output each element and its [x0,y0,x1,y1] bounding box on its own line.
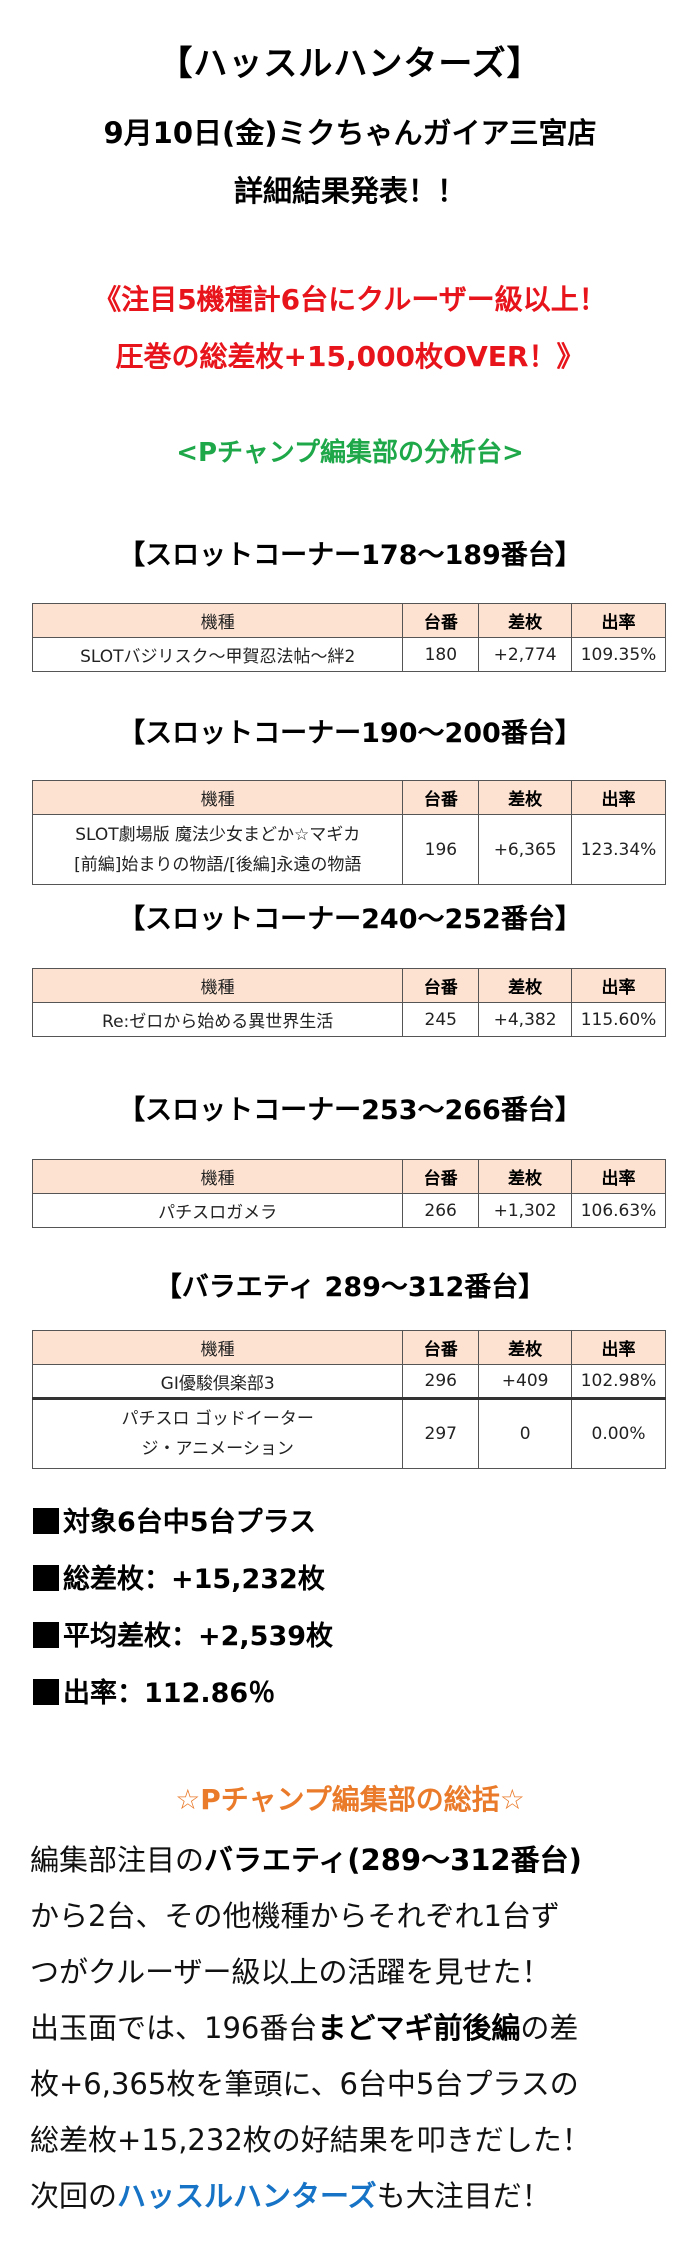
machine-name: パチスロ ゴッドイーター ジ・アニメーション [31,1397,404,1469]
col-header-rate: 出率 [571,780,666,815]
machine-number: 180 [402,637,480,672]
machine-name: SLOT劇場版 魔法少女まどか☆マギカ [前編]始まりの物語/[後編]永遠の物語 [31,814,404,885]
summary-plus-count: 対象6台中5台プラス [33,1500,316,1539]
table-row: SLOT劇場版 魔法少女まどか☆マギカ [前編]始まりの物語/[後編]永遠の物語… [31,814,666,885]
machine-name-line-1: パチスロ ゴッドイーター [121,1409,314,1429]
payout-rate: 106.63% [571,1193,666,1228]
coin-diff: +1,302 [478,1193,573,1228]
table-row: SLOTバジリスク〜甲賀忍法帖〜絆2 180 +2,774 109.35% [31,637,666,672]
table-header-row: 機種 台番 差枚 出率 [31,1159,666,1194]
highlight-line-1: 《注目5機種計6台にクルーザー級以上！ [93,283,607,316]
section-heading-190-200: 【スロットコーナー190〜200番台】 [118,718,582,749]
col-header-rate: 出率 [571,1159,666,1194]
col-header-rate: 出率 [571,968,666,1003]
payout-rate: 115.60% [571,1002,666,1037]
payout-rate: 123.34% [571,814,666,885]
machine-name-line-2: [前編]始まりの物語/[後編]永遠の物語 [74,854,362,875]
square-bullet-icon [33,1622,59,1648]
col-header-rate: 出率 [571,603,666,638]
event-subtitle: 9月10日(金)ミクちゃんガイア三宮店 [103,116,597,150]
coin-diff: 0 [478,1397,573,1469]
paragraph-line: 編集部注目のバラエティ(289〜312番台) [30,1843,582,1877]
table-row: パチスロ ゴッドイーター ジ・アニメーション 297 0 0.00% [31,1397,666,1469]
table-row: Re:ゼロから始める異世界生活 245 +4,382 115.60% [31,1002,666,1037]
table-header-row: 機種 台番 差枚 出率 [31,1330,666,1365]
page-title: 【ハッスルハンターズ】 [158,44,542,84]
summary-average-diff: 平均差枚：+2,539枚 [33,1614,333,1653]
table-header-row: 機種 台番 差枚 出率 [31,968,666,1003]
results-table-178-189: 機種 台番 差枚 出率 SLOTバジリスク〜甲賀忍法帖〜絆2 180 +2,77… [31,603,666,672]
machine-name: GI優駿倶楽部3 [31,1364,404,1399]
machine-number: 296 [402,1364,480,1399]
square-bullet-icon [33,1508,59,1534]
results-table-240-252: 機種 台番 差枚 出率 Re:ゼロから始める異世界生活 245 +4,382 1… [31,968,666,1037]
paragraph-line: つがクルーザー級以上の活躍を見せた！ [30,1955,551,1989]
col-header-number: 台番 [402,1159,480,1194]
highlight-line-2: 圧巻の総差枚+15,000枚OVER！》 [115,340,585,373]
wrap-up-paragraph: 編集部注目のバラエティ(289〜312番台) から2台、その他機種からそれぞれ1… [30,1832,680,2224]
table-header-row: 機種 台番 差枚 出率 [31,603,666,638]
section-heading-253-266: 【スロットコーナー253〜266番台】 [118,1095,582,1126]
paragraph-line: から2台、その他機種からそれぞれ1台ず [30,1899,560,1933]
machine-number: 266 [402,1193,480,1228]
col-header-diff: 差枚 [478,603,573,638]
payout-rate: 102.98% [571,1364,666,1399]
results-table-190-200: 機種 台番 差枚 出率 SLOT劇場版 魔法少女まどか☆マギカ [前編]始まりの… [31,780,666,885]
results-table-253-266: 機種 台番 差枚 出率 パチスロガメラ 266 +1,302 106.63% [31,1159,666,1228]
section-heading-variety-289-312: 【バラエティ 289〜312番台】 [154,1272,546,1303]
summary-payout-rate: 出率：112.86％ [33,1671,275,1710]
square-bullet-icon [33,1565,59,1591]
results-table-variety-289-312: 機種 台番 差枚 出率 GI優駿倶楽部3 296 +409 102.98% パチ… [31,1330,666,1469]
col-header-machine: 機種 [31,780,404,815]
col-header-diff: 差枚 [478,780,573,815]
machine-name: SLOTバジリスク〜甲賀忍法帖〜絆2 [31,637,404,672]
coin-diff: +4,382 [478,1002,573,1037]
table-row: パチスロガメラ 266 +1,302 106.63% [31,1193,666,1228]
col-header-rate: 出率 [571,1330,666,1365]
machine-number: 245 [402,1002,480,1037]
paragraph-line: 枚+6,365枚を筆頭に、6台中5台プラスの [30,2067,579,2101]
col-header-diff: 差枚 [478,968,573,1003]
col-header-number: 台番 [402,1330,480,1365]
paragraph-line: 総差枚+15,232枚の好結果を叩きだした！ [30,2123,591,2157]
table-header-row: 機種 台番 差枚 出率 [31,780,666,815]
coin-diff: +2,774 [478,637,573,672]
col-header-machine: 機種 [31,1330,404,1365]
coin-diff: +6,365 [478,814,573,885]
section-heading-240-252: 【スロットコーナー240〜252番台】 [118,904,582,935]
paragraph-line: 次回のハッスルハンターズも大注目だ！ [30,2179,551,2213]
variety-highlight: バラエティ(289〜312番台) [204,1843,582,1877]
wrap-up-heading: ☆Pチャンプ編集部の総括☆ [175,1783,525,1816]
machine-name: パチスロガメラ [31,1193,404,1228]
col-header-machine: 機種 [31,603,404,638]
event-name-highlight: ハッスルハンターズ [117,2179,377,2213]
machine-name-line-2: ジ・アニメーション [141,1439,294,1459]
payout-rate: 109.35% [571,637,666,672]
machine-number: 196 [402,814,480,885]
square-bullet-icon [33,1679,59,1705]
col-header-number: 台番 [402,968,480,1003]
section-heading-178-189: 【スロットコーナー178〜189番台】 [118,540,582,571]
col-header-diff: 差枚 [478,1159,573,1194]
machine-name-line-1: SLOT劇場版 魔法少女まどか☆マギカ [75,824,361,845]
payout-rate: 0.00% [571,1397,666,1469]
analysis-label: <Pチャンプ編集部の分析台> [176,438,524,468]
machine-number: 297 [402,1397,480,1469]
table-row: GI優駿倶楽部3 296 +409 102.98% [31,1364,666,1399]
summary-total-diff: 総差枚：+15,232枚 [33,1557,325,1596]
machine-name: Re:ゼロから始める異世界生活 [31,1002,404,1037]
announcement-text: 詳細結果発表！！ [233,174,466,208]
coin-diff: +409 [478,1364,573,1399]
paragraph-line: 出玉面では、196番台まどマギ前後編の差 [30,2011,579,2045]
madomagi-highlight: まどマギ前後編 [317,2011,521,2045]
col-header-number: 台番 [402,603,480,638]
col-header-machine: 機種 [31,968,404,1003]
col-header-machine: 機種 [31,1159,404,1194]
col-header-diff: 差枚 [478,1330,573,1365]
col-header-number: 台番 [402,780,480,815]
